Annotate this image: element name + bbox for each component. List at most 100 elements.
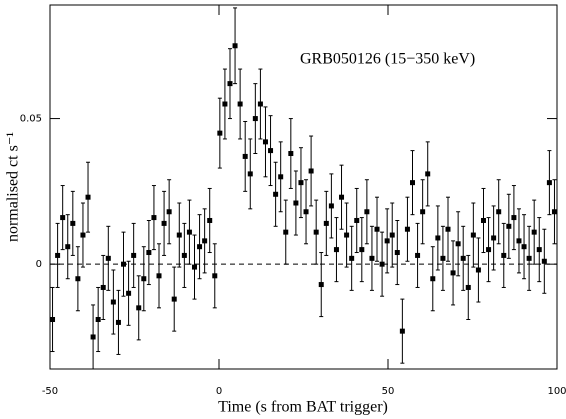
data-point [531, 229, 537, 235]
data-point [65, 244, 71, 250]
data-point [460, 255, 466, 261]
plot-frame [49, 4, 558, 370]
data-point [207, 217, 213, 223]
data-point [359, 247, 365, 253]
data-point [425, 171, 431, 177]
data-point [430, 276, 436, 282]
data-point [475, 267, 481, 273]
data-point [465, 284, 471, 290]
data-point [268, 148, 274, 154]
data-point [232, 43, 238, 49]
data-point [202, 238, 208, 244]
data-point [374, 226, 380, 232]
data-point [364, 209, 370, 215]
data-point [85, 194, 91, 200]
data-point [410, 180, 416, 186]
data-point [339, 194, 345, 200]
data-point [450, 270, 456, 276]
data-point [333, 247, 339, 253]
data-point [273, 191, 279, 197]
data-point [323, 220, 329, 226]
data-point [516, 238, 522, 244]
data-point [70, 220, 76, 226]
data-point [344, 232, 350, 238]
data-point [283, 229, 289, 235]
data-point [298, 180, 304, 186]
data-point [328, 203, 334, 209]
data-point [496, 209, 502, 215]
data-point [262, 139, 268, 145]
data-point [136, 305, 142, 311]
data-point [541, 258, 547, 264]
data-point [80, 232, 86, 238]
data-point [394, 250, 400, 256]
x-tick-label: 100 [547, 386, 566, 397]
data-point [278, 174, 284, 180]
data-point [491, 235, 497, 241]
data-point [349, 255, 355, 261]
y-tick-label: 0 [36, 259, 42, 270]
data-point [171, 296, 177, 302]
data-point [257, 101, 263, 107]
data-point [60, 215, 66, 221]
data-point [191, 264, 197, 270]
data-point [55, 252, 61, 258]
data-point [445, 226, 451, 232]
data-point [166, 209, 172, 215]
data-point [151, 215, 157, 221]
data-point [197, 244, 203, 250]
annotation: GRB050126 (15−350 keV) [300, 51, 475, 68]
data-point [227, 81, 233, 87]
data-point [440, 255, 446, 261]
data-point [186, 229, 192, 235]
data-point [506, 223, 512, 229]
x-tick-label: 0 [216, 386, 222, 397]
data-point [369, 255, 375, 261]
data-point [100, 284, 106, 290]
y-tick-label: 0.05 [20, 114, 42, 125]
data-point [313, 229, 319, 235]
data-point [526, 255, 532, 261]
data-point [536, 247, 542, 253]
data-point [115, 319, 121, 325]
data-point [318, 282, 324, 288]
data-point [126, 290, 132, 296]
data-point [90, 334, 96, 340]
data-point [141, 276, 147, 282]
data-point [212, 273, 218, 279]
data-point [217, 130, 223, 136]
data-point [420, 209, 426, 215]
data-point [551, 209, 557, 215]
data-point [501, 252, 507, 258]
data-point [521, 244, 527, 250]
data-point [384, 238, 390, 244]
data-point [288, 151, 294, 157]
data-point [455, 241, 461, 247]
data-point [486, 247, 492, 253]
data-point [293, 200, 299, 206]
data-point [75, 276, 81, 282]
data-point [222, 101, 228, 107]
data-point [379, 261, 385, 267]
data-point [156, 273, 162, 279]
data-point [121, 261, 127, 267]
data-point [435, 235, 441, 241]
data-point [105, 255, 111, 261]
data-point [303, 209, 309, 215]
data-point [247, 171, 253, 177]
data-point [110, 299, 116, 305]
data-point [354, 217, 360, 223]
data-point [176, 232, 182, 238]
data-point [237, 101, 243, 107]
data-point [95, 316, 101, 322]
x-tick-label: -50 [42, 386, 58, 397]
data-point [131, 252, 137, 258]
y-axis-label: normalised ct s⁻¹ [5, 132, 22, 242]
data-point [252, 116, 258, 122]
data-point [161, 220, 167, 226]
data-point [480, 217, 486, 223]
data-point [50, 316, 56, 322]
data-point [546, 180, 552, 186]
data-point [415, 252, 421, 258]
